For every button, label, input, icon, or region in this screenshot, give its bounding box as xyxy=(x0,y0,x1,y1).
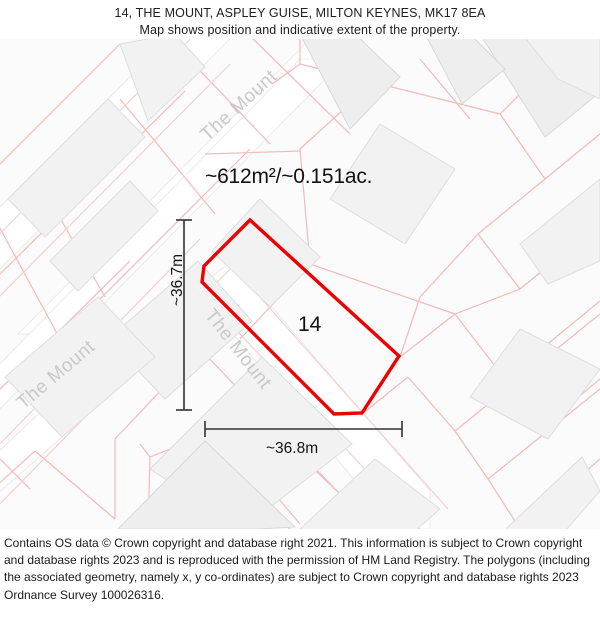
horizontal-dimension-label: ~36.8m xyxy=(266,440,319,457)
property-boundary-polygon xyxy=(200,217,402,416)
dimension-rules xyxy=(176,219,403,437)
buildings xyxy=(4,39,600,529)
vertical-dimension-label: ~36.7m xyxy=(169,253,187,307)
map-header: 14, THE MOUNT, ASPLEY GUISE, MILTON KEYN… xyxy=(0,0,600,39)
area-label: ~612m²/~0.151ac. xyxy=(205,165,373,188)
house-number-label: 14 xyxy=(298,313,322,336)
copyright-text: Contains OS data © Crown copyright and d… xyxy=(4,536,590,602)
page-subtitle: Map shows position and indicative extent… xyxy=(139,23,461,37)
property-map[interactable]: .pl { stroke:#f6b9b9; stroke-width:1.2; … xyxy=(0,39,600,529)
page-title: 14, THE MOUNT, ASPLEY GUISE, MILTON KEYN… xyxy=(114,6,486,20)
copyright-footer: Contains OS data © Crown copyright and d… xyxy=(0,535,600,604)
map-canvas: .pl { stroke:#f6b9b9; stroke-width:1.2; … xyxy=(0,39,600,529)
